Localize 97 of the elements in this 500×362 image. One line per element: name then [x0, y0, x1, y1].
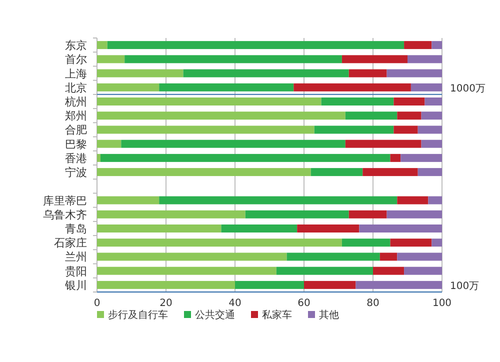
bar — [342, 55, 408, 64]
bar — [183, 69, 349, 78]
bar — [348, 210, 387, 218]
x-tick-label: 100 — [432, 298, 452, 309]
y-tick-label: 巴黎 — [65, 138, 87, 151]
bar — [97, 266, 276, 275]
bar — [386, 210, 442, 218]
y-tick-label: 乌鲁木齐 — [43, 208, 87, 222]
bar — [97, 112, 346, 120]
y-tick-label: 上海 — [65, 67, 87, 80]
legend-label: 其他 — [319, 309, 339, 321]
bar — [397, 252, 442, 261]
y-tick-label: 兰州 — [65, 250, 87, 264]
bar — [345, 140, 422, 148]
bar — [245, 210, 349, 218]
bar — [380, 252, 398, 261]
x-tick-label: 40 — [228, 298, 242, 309]
bar — [221, 224, 298, 232]
bar — [373, 266, 404, 275]
ref-line-label: 1000万 — [450, 83, 486, 94]
bar — [410, 83, 442, 92]
bar — [432, 41, 442, 50]
bar — [286, 252, 380, 261]
bar — [97, 140, 122, 148]
bar — [394, 98, 425, 106]
bar — [418, 168, 442, 176]
bar — [390, 238, 432, 247]
y-tick-label: 合肥 — [65, 124, 87, 137]
x-tick-label: 60 — [298, 298, 310, 309]
bar — [97, 280, 235, 289]
x-tick-label: 80 — [366, 298, 380, 309]
bar — [394, 126, 418, 134]
bar — [235, 280, 304, 289]
bar — [421, 112, 442, 120]
y-tick-label: 银川 — [64, 278, 87, 292]
bar — [310, 168, 363, 176]
bar — [362, 168, 418, 176]
bar — [404, 266, 442, 275]
bar — [97, 83, 160, 92]
bar — [159, 83, 294, 92]
y-tick-label: 杭州 — [64, 96, 87, 108]
bar — [386, 69, 442, 78]
y-tick-label: 首尔 — [65, 53, 87, 66]
bar — [424, 98, 442, 106]
bar — [404, 41, 432, 50]
bar — [304, 280, 356, 289]
bar — [348, 69, 387, 78]
y-tick-label: 香港 — [65, 152, 87, 165]
bar — [408, 55, 442, 64]
bar — [314, 126, 394, 134]
y-tick-label: 贵阳 — [65, 264, 87, 278]
bar — [421, 140, 442, 148]
bar — [97, 41, 108, 50]
legend-label: 步行及自行车 — [108, 309, 168, 321]
legend-label: 私家车 — [262, 309, 292, 321]
bar — [97, 238, 342, 247]
bar — [356, 280, 442, 289]
y-tick-label: 东京 — [65, 39, 87, 52]
bar — [97, 98, 322, 106]
bar — [397, 196, 428, 204]
x-tick-label: 20 — [160, 298, 172, 309]
x-tick-label: 0 — [94, 298, 100, 309]
bar — [321, 98, 394, 106]
bar — [97, 224, 222, 232]
bar — [297, 224, 360, 232]
y-tick-label: 青岛 — [65, 222, 87, 236]
bar — [97, 154, 100, 162]
bar — [97, 168, 311, 176]
bar — [345, 112, 398, 120]
bar — [432, 238, 442, 247]
y-tick-label: 宁波 — [65, 166, 87, 180]
y-tick-label: 库里蒂巴 — [43, 194, 87, 208]
bar — [97, 210, 246, 218]
bar — [97, 69, 184, 78]
bar — [428, 196, 442, 204]
bar — [97, 55, 125, 64]
bar — [121, 140, 346, 148]
y-tick-label: 郑州 — [65, 110, 87, 123]
bar — [294, 83, 411, 92]
bar — [97, 252, 287, 261]
y-tick-label: 石家庄 — [54, 236, 87, 250]
bar — [342, 238, 390, 247]
text: 100万 — [450, 281, 480, 292]
bar — [107, 41, 404, 50]
bar — [397, 112, 422, 120]
bar — [124, 55, 342, 64]
bar — [390, 154, 401, 162]
bar — [97, 126, 314, 134]
bar — [359, 224, 442, 232]
bar — [100, 154, 390, 162]
legend-label: 公共交通 — [195, 309, 235, 321]
bar — [159, 196, 398, 204]
y-tick-label: 北京 — [65, 81, 87, 94]
bar — [418, 126, 442, 134]
bar — [97, 196, 160, 204]
bar — [276, 266, 373, 275]
bar — [400, 154, 442, 162]
